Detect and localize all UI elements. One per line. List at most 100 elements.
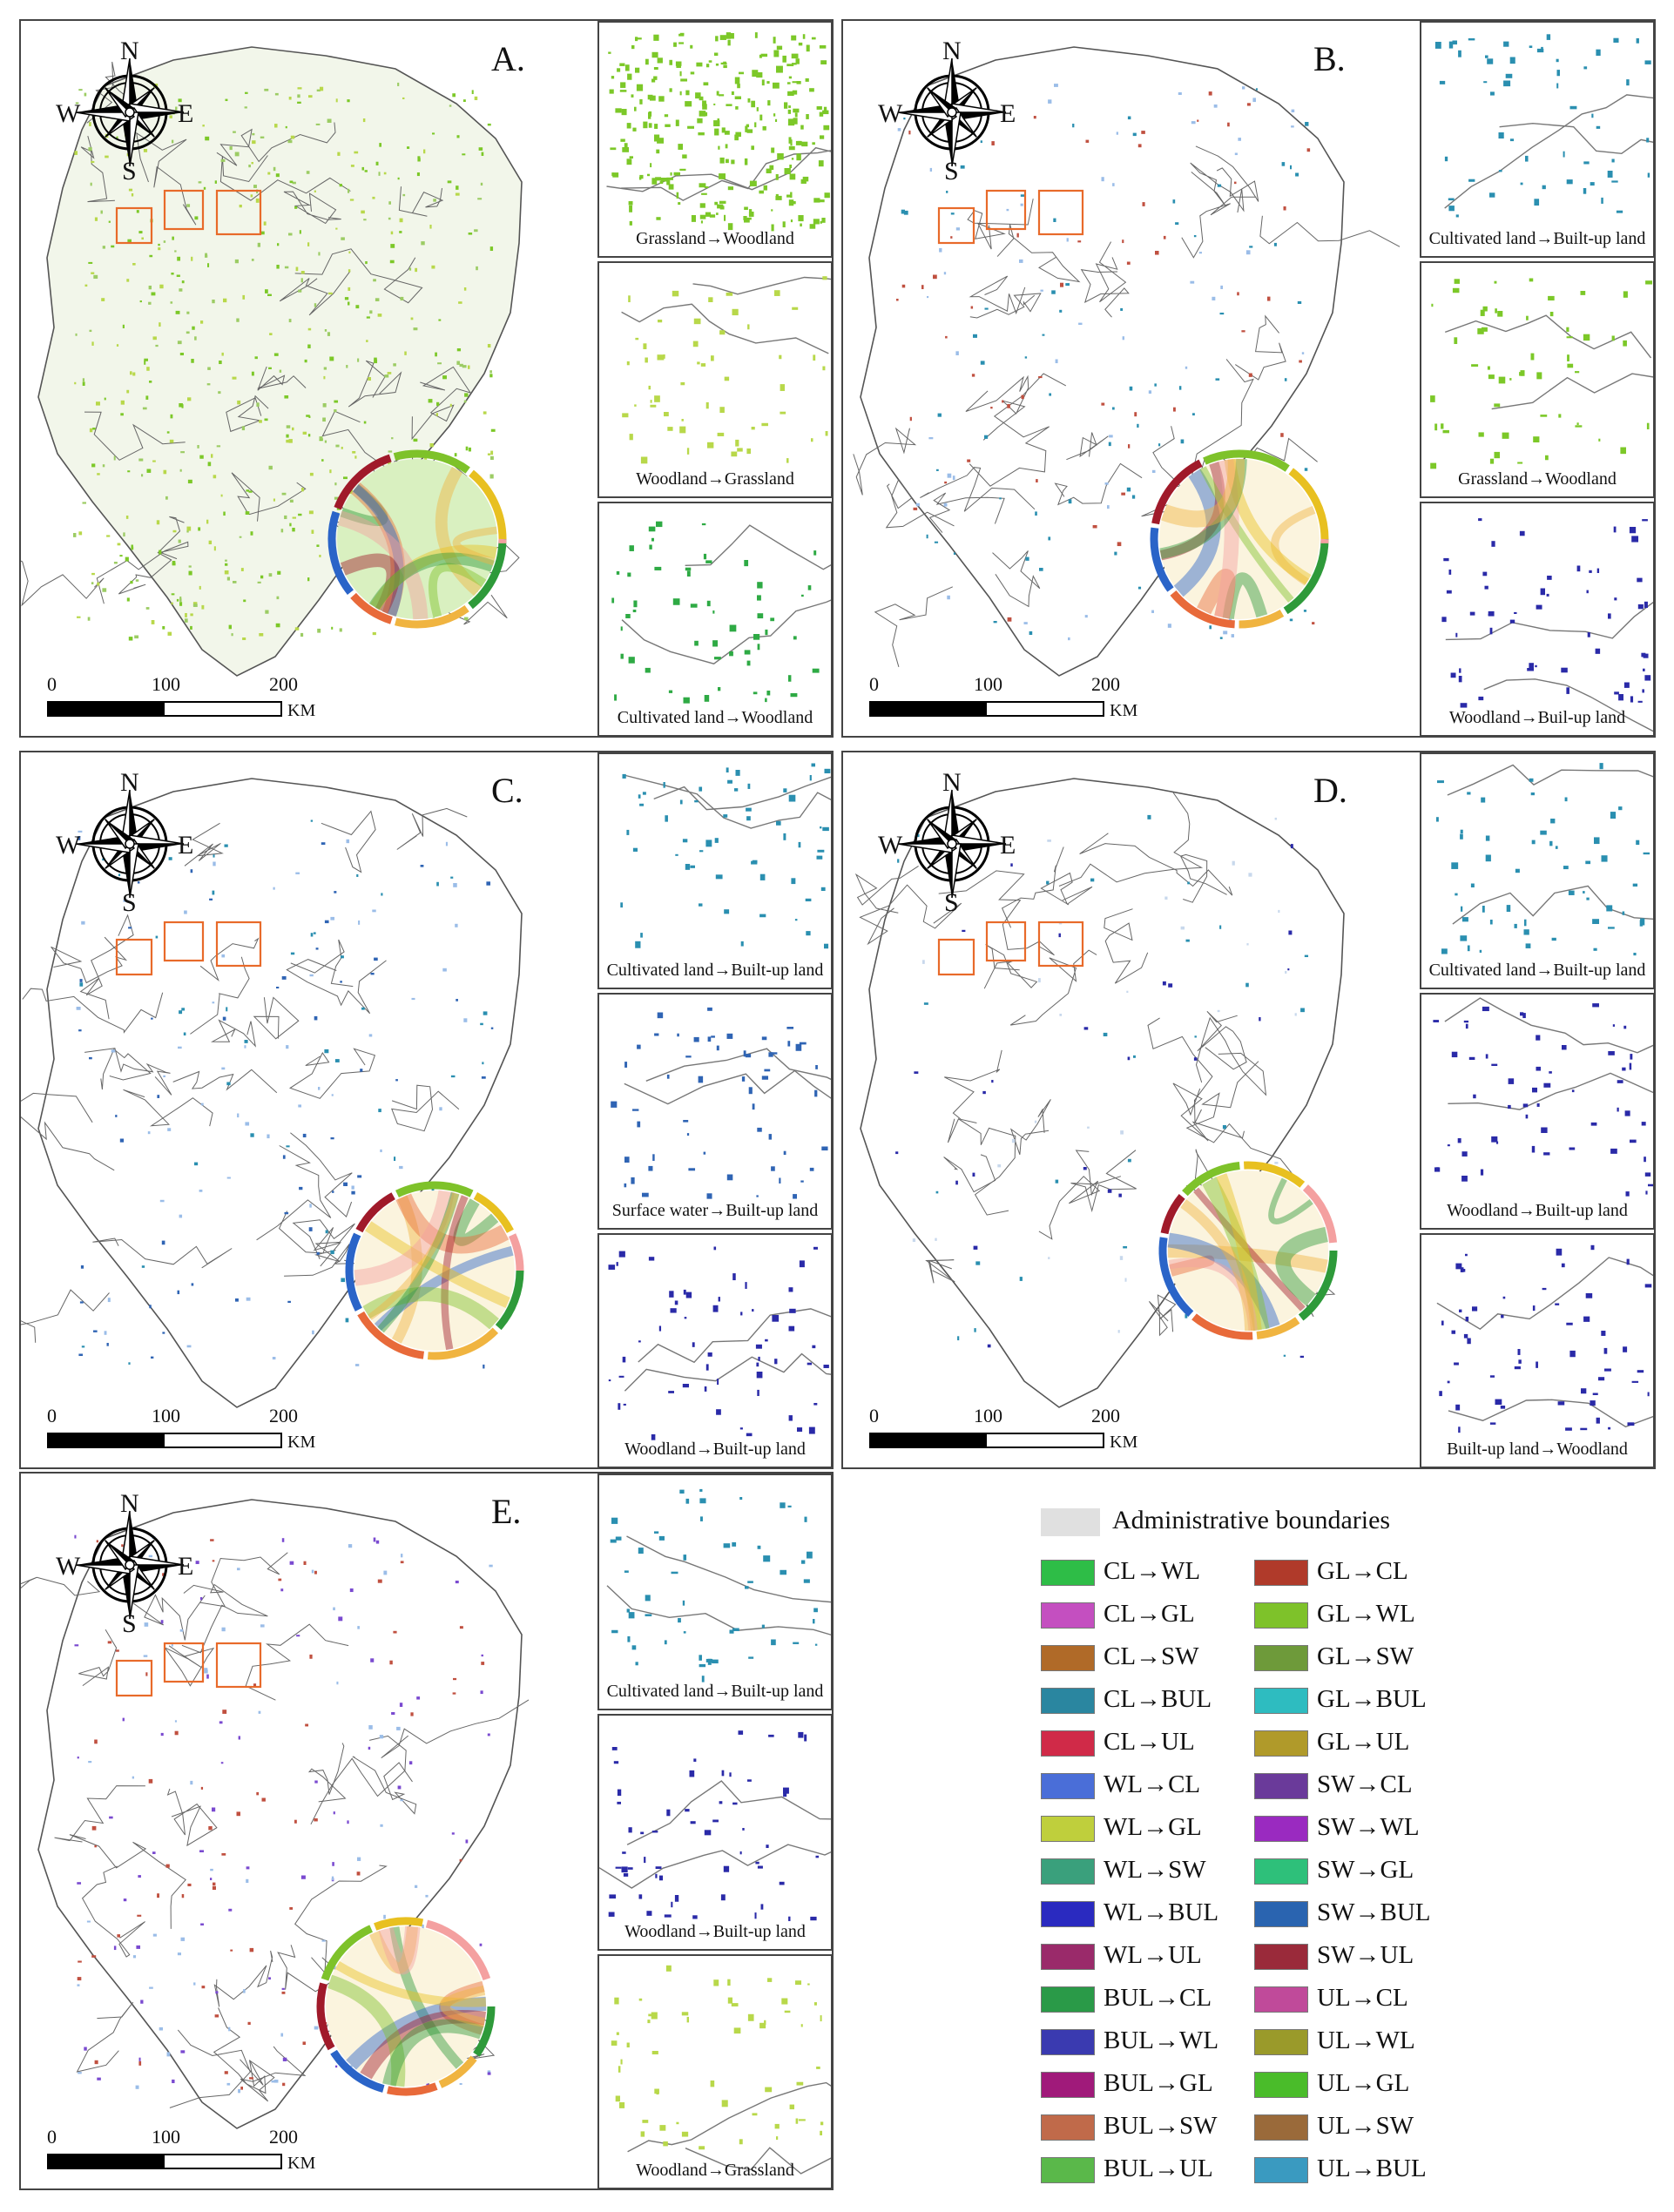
inset-caption: Woodland→Grassland xyxy=(636,469,794,489)
legend-label: WL→BUL xyxy=(1104,1898,1219,1926)
legend-swatch xyxy=(1254,1986,1308,2013)
legend-label: WL→CL xyxy=(1104,1770,1201,1798)
scale-tick-label: 200 xyxy=(1091,1405,1120,1426)
legend-item: WL→GL xyxy=(1041,1813,1202,1843)
legend-item: GL→UL xyxy=(1254,1728,1409,1757)
map-d xyxy=(854,778,1345,1408)
scale-tick-label: 100 xyxy=(974,673,1002,695)
inset-3: Built-up land→Woodland xyxy=(1420,1233,1655,1468)
legend-label: GL→CL xyxy=(1317,1557,1408,1585)
inset-caption: Woodland→Buil-up land xyxy=(1448,708,1626,727)
inset-caption: Woodland→Built-up land xyxy=(624,1922,806,1941)
legend-label: UL→WL xyxy=(1317,2027,1415,2054)
legend-swatch xyxy=(1254,2072,1308,2099)
legend-item: SW→WL xyxy=(1254,1813,1420,1843)
legend-item: SW→CL xyxy=(1254,1770,1413,1800)
scale-unit: KM xyxy=(287,701,316,720)
legend-swatch xyxy=(1041,1730,1095,1757)
legend-swatch xyxy=(1254,2114,1308,2141)
panel-letter: E. xyxy=(491,1492,522,1531)
compass-e-label: E xyxy=(178,831,194,860)
compass-star-icon xyxy=(75,57,185,167)
legend-item: UL→SW xyxy=(1254,2112,1414,2141)
legend-swatch xyxy=(1254,1816,1308,1843)
legend: Administrative boundaries CL→WL CL→GL CL→S… xyxy=(1041,1494,1633,2190)
legend-label: BUL→WL xyxy=(1104,2027,1219,2054)
legend-label: UL→GL xyxy=(1317,2069,1410,2097)
legend-label: WL→UL xyxy=(1104,1941,1202,1969)
panel-letter: A. xyxy=(491,39,525,78)
legend-item: UL→WL xyxy=(1254,2027,1415,2056)
scale-bar-white xyxy=(985,701,1104,717)
compass-w-label: W xyxy=(878,99,903,128)
inset-1: Grassland→Woodland xyxy=(597,21,833,258)
compass-rose: N S E W xyxy=(878,768,1026,918)
legend-label: GL→UL xyxy=(1317,1728,1410,1756)
legend-item: BUL→GL xyxy=(1041,2069,1213,2099)
scale-bar-white xyxy=(163,701,282,717)
scale-bar: 0 100 200 KM xyxy=(47,673,326,727)
inset-2: Woodland→Built-up land xyxy=(1420,993,1655,1230)
legend-item: CL→SW xyxy=(1041,1642,1199,1672)
legend-item: SW→GL xyxy=(1254,1856,1414,1885)
legend-swatch xyxy=(1254,1560,1308,1587)
legend-label: WL→GL xyxy=(1104,1813,1202,1841)
panel-a: A. N S E W 0 100 200 KM Grassland→Woodland Woo… xyxy=(19,19,834,738)
compass-n-label: N xyxy=(942,768,962,797)
scale-tick-label: 0 xyxy=(47,673,57,695)
compass-n-label: N xyxy=(942,37,962,65)
legend-swatch xyxy=(1041,1858,1095,1885)
legend-item: CL→GL xyxy=(1041,1600,1195,1629)
legend-item: WL→CL xyxy=(1041,1770,1201,1800)
legend-swatch xyxy=(1254,1773,1308,1800)
inset-caption: Grassland→Woodland xyxy=(1458,469,1617,489)
compass-star-icon xyxy=(75,1510,185,1620)
legend-item: WL→BUL xyxy=(1041,1898,1219,1928)
legend-swatch xyxy=(1254,1688,1308,1715)
legend-label: UL→BUL xyxy=(1317,2155,1427,2182)
legend-item: BUL→CL xyxy=(1041,1984,1212,2013)
scale-bar: 0 100 200 KM xyxy=(869,673,1148,727)
legend-label: GL→SW xyxy=(1317,1642,1414,1670)
legend-item: UL→GL xyxy=(1254,2069,1410,2099)
inset-caption: Cultivated land→Woodland xyxy=(617,708,813,727)
compass-e-label: E xyxy=(178,99,194,128)
compass-s-label: S xyxy=(122,1609,137,1638)
legend-swatch xyxy=(1041,1773,1095,1800)
inset-1: Cultivated land→Built-up land xyxy=(1420,21,1655,258)
compass-n-label: N xyxy=(120,37,139,65)
scale-tick-label: 200 xyxy=(1091,673,1120,695)
scale-tick-label: 100 xyxy=(152,673,180,695)
legend-item: WL→SW xyxy=(1041,1856,1206,1885)
scale-bar-white xyxy=(985,1433,1104,1448)
inset-3: Cultivated land→Woodland xyxy=(597,502,833,737)
panel-d: D. N S E W 0 100 200 KM Cultivated land→Built-… xyxy=(841,751,1656,1469)
compass-rose: N S E W xyxy=(878,37,1026,186)
legend-swatch xyxy=(1254,1645,1308,1672)
legend-label: UL→SW xyxy=(1317,2112,1414,2140)
legend-swatch xyxy=(1041,1901,1095,1928)
panel-c: C. N S E W 0 100 200 KM Cultivated land→Built-… xyxy=(19,751,834,1469)
scale-bar: 0 100 200 KM xyxy=(47,2126,326,2180)
inset-1: Cultivated land→Built-up land xyxy=(1420,752,1655,989)
legend-label: SW→GL xyxy=(1317,1856,1414,1884)
legend-label: GL→WL xyxy=(1317,1600,1415,1628)
inset-caption: Surface water→Built-up land xyxy=(611,1201,819,1220)
legend-label: GL→BUL xyxy=(1317,1685,1427,1713)
compass-w-label: W xyxy=(878,831,903,860)
legend-label: SW→BUL xyxy=(1317,1898,1431,1926)
inset-2: Grassland→Woodland xyxy=(1420,261,1655,498)
legend-swatch xyxy=(1041,1816,1095,1843)
legend-swatch xyxy=(1041,1560,1095,1587)
legend-label: SW→WL xyxy=(1317,1813,1420,1841)
legend-swatch xyxy=(1041,1645,1095,1672)
compass-n-label: N xyxy=(120,1489,139,1518)
scale-bar-white xyxy=(163,2154,282,2169)
panel-letter: D. xyxy=(1313,771,1347,810)
scale-tick-label: 200 xyxy=(269,2126,298,2148)
inset-3: Woodland→Buil-up land xyxy=(1420,502,1655,737)
scale-bar-black xyxy=(47,1433,165,1448)
legend-item: CL→UL xyxy=(1041,1728,1195,1757)
panel-b: B. N S E W 0 100 200 KM Cultivated land→Built-… xyxy=(841,19,1656,738)
scale-tick-label: 100 xyxy=(152,1405,180,1426)
